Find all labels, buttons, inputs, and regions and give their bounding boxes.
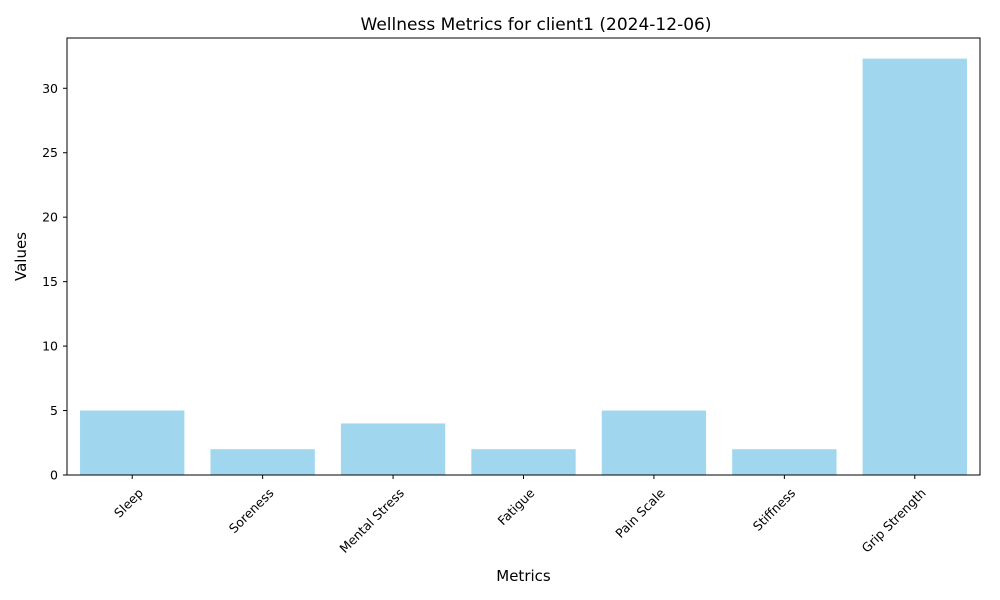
x-tick-label-sleep: Sleep [111,485,146,520]
x-axis-label: Metrics [496,567,551,585]
y-tick-label: 0 [50,468,58,483]
bar-sleep [80,410,185,475]
y-tick-label: 15 [42,274,58,289]
bar-grip-strength [862,58,967,476]
bar-mental-stress [340,423,446,475]
bar-soreness [210,449,315,475]
bar-pain-scale [601,410,707,475]
y-tick-label: 5 [50,403,58,418]
x-tick-label-soreness: Soreness [226,485,277,536]
y-tick-label: 20 [42,210,58,225]
y-tick-label: 10 [42,339,58,354]
x-tick-label-fatigue: Fatigue [495,485,538,528]
chart-title: Wellness Metrics for client1 (2024-12-06… [361,15,712,35]
y-axis-label: Values [12,232,30,281]
y-tick-label: 30 [42,81,58,96]
bar-stiffness [732,449,837,475]
x-axis-ticks: Sleep Soreness Mental Stress Fatigue Pain Sc… [111,475,929,556]
x-tick-label-grip-strength: Grip Strength [858,485,928,555]
x-tick-label-stiffness: Stiffness [750,485,798,533]
plot-frame [66,37,981,476]
x-tick-label-mental-stress: Mental Stress [336,485,407,556]
x-tick-label-pain-scale: Pain Scale [612,485,668,541]
y-axis-ticks: 0 5 10 15 20 25 30 [42,81,67,483]
bars-group [80,58,967,476]
bar-fatigue [471,449,576,475]
y-tick-label: 25 [42,145,58,160]
